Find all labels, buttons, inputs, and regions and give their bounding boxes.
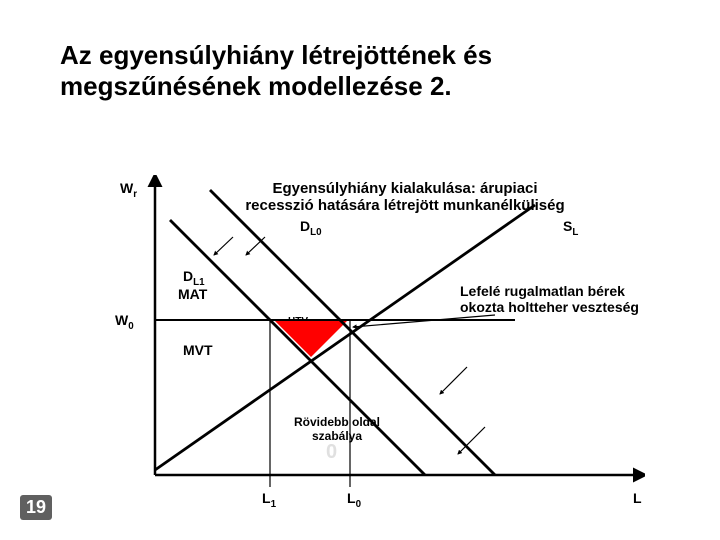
shift-arrow-1 — [246, 237, 265, 255]
htv-triangle — [275, 321, 347, 357]
shift-arrow-2 — [440, 367, 467, 394]
demand-line-1 — [170, 220, 425, 475]
supply-line — [155, 205, 535, 470]
slide-title: Az egyensúlyhiány létrejöttének és megsz… — [60, 40, 660, 102]
title-line-2: megszűnésének modellezése 2. — [60, 71, 452, 101]
demand-line-0 — [210, 190, 495, 475]
slide-number: 19 — [20, 495, 52, 520]
chart-svg — [115, 175, 645, 505]
shift-arrow-0 — [214, 237, 233, 255]
slide: Az egyensúlyhiány létrejöttének és megsz… — [0, 0, 720, 540]
supply-demand-diagram — [115, 175, 645, 505]
title-line-1: Az egyensúlyhiány létrejöttének és — [60, 40, 492, 70]
